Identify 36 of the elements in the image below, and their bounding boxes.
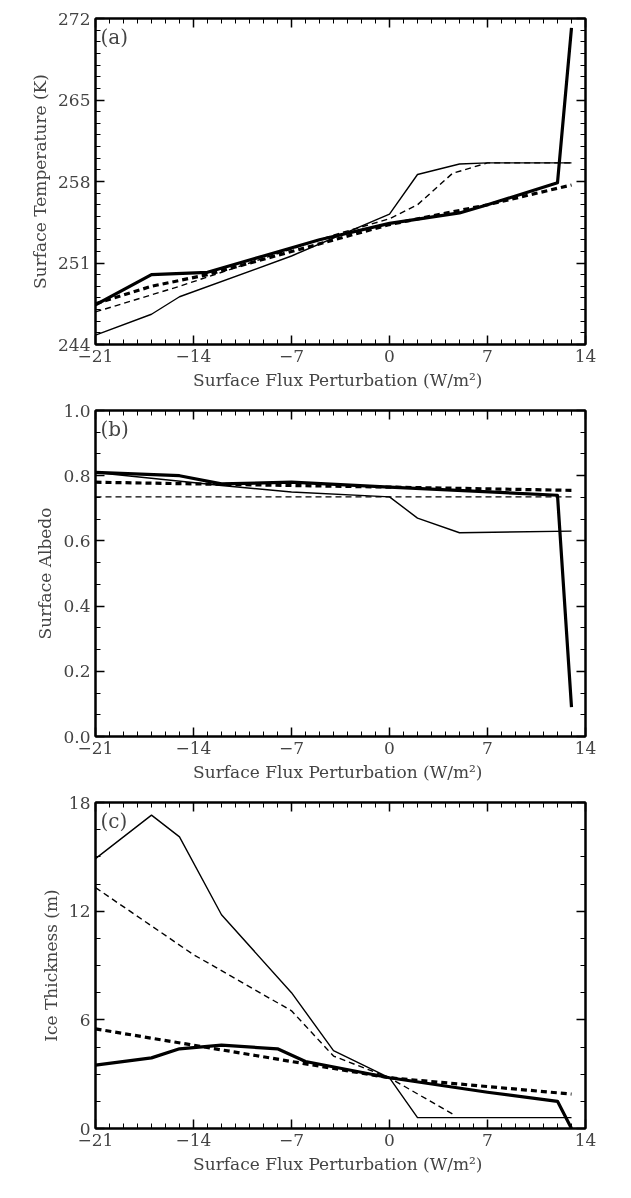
y-tick-label: 0.4 (63, 596, 91, 617)
x-tick-label: −14 (175, 737, 212, 758)
y-tick-label: 1.0 (63, 400, 91, 421)
y-tick-label: 12 (68, 901, 91, 922)
x-tick-label: 0 (384, 1129, 395, 1150)
y-tick-label: 18 (68, 792, 91, 813)
x-axis-title: Surface Flux Perturbation (W/m²) (193, 1153, 483, 1174)
y-axis-title: Surface Temperature (K) (30, 74, 51, 289)
x-tick-label: 0 (384, 737, 395, 758)
x-tick-label: −14 (175, 345, 212, 366)
x-tick-label: −14 (175, 1129, 212, 1150)
x-tick-label: 0 (384, 345, 395, 366)
x-tick-label: 14 (574, 737, 597, 758)
x-tick-label: 14 (574, 345, 597, 366)
x-axis-title: Surface Flux Perturbation (W/m²) (193, 369, 483, 390)
y-tick-label: 0.8 (63, 465, 91, 486)
annotation: (c) (100, 808, 128, 833)
x-tick-label: 7 (482, 737, 493, 758)
y-tick-label: 272 (58, 8, 91, 29)
x-tick-label: −7 (278, 737, 305, 758)
y-tick-label: 6 (79, 1009, 91, 1030)
y-tick-label: 258 (58, 171, 91, 192)
annotation: (a) (100, 24, 129, 49)
x-tick-label: 7 (482, 1129, 493, 1150)
annotation: (b) (100, 416, 129, 441)
x-tick-label: 14 (574, 1129, 597, 1150)
x-tick-label: −7 (278, 345, 305, 366)
x-axis-title: Surface Flux Perturbation (W/m²) (193, 761, 483, 782)
y-axis-title: Ice Thickness (m) (40, 889, 61, 1042)
y-tick-label: 0.6 (63, 530, 91, 551)
y-tick-label: 0.2 (63, 661, 91, 682)
y-tick-label: 251 (58, 253, 91, 273)
y-tick-label: 265 (58, 90, 91, 110)
y-axis-title: Surface Albedo (35, 507, 56, 640)
x-tick-label: −7 (278, 1129, 305, 1150)
x-tick-label: 7 (482, 345, 493, 366)
